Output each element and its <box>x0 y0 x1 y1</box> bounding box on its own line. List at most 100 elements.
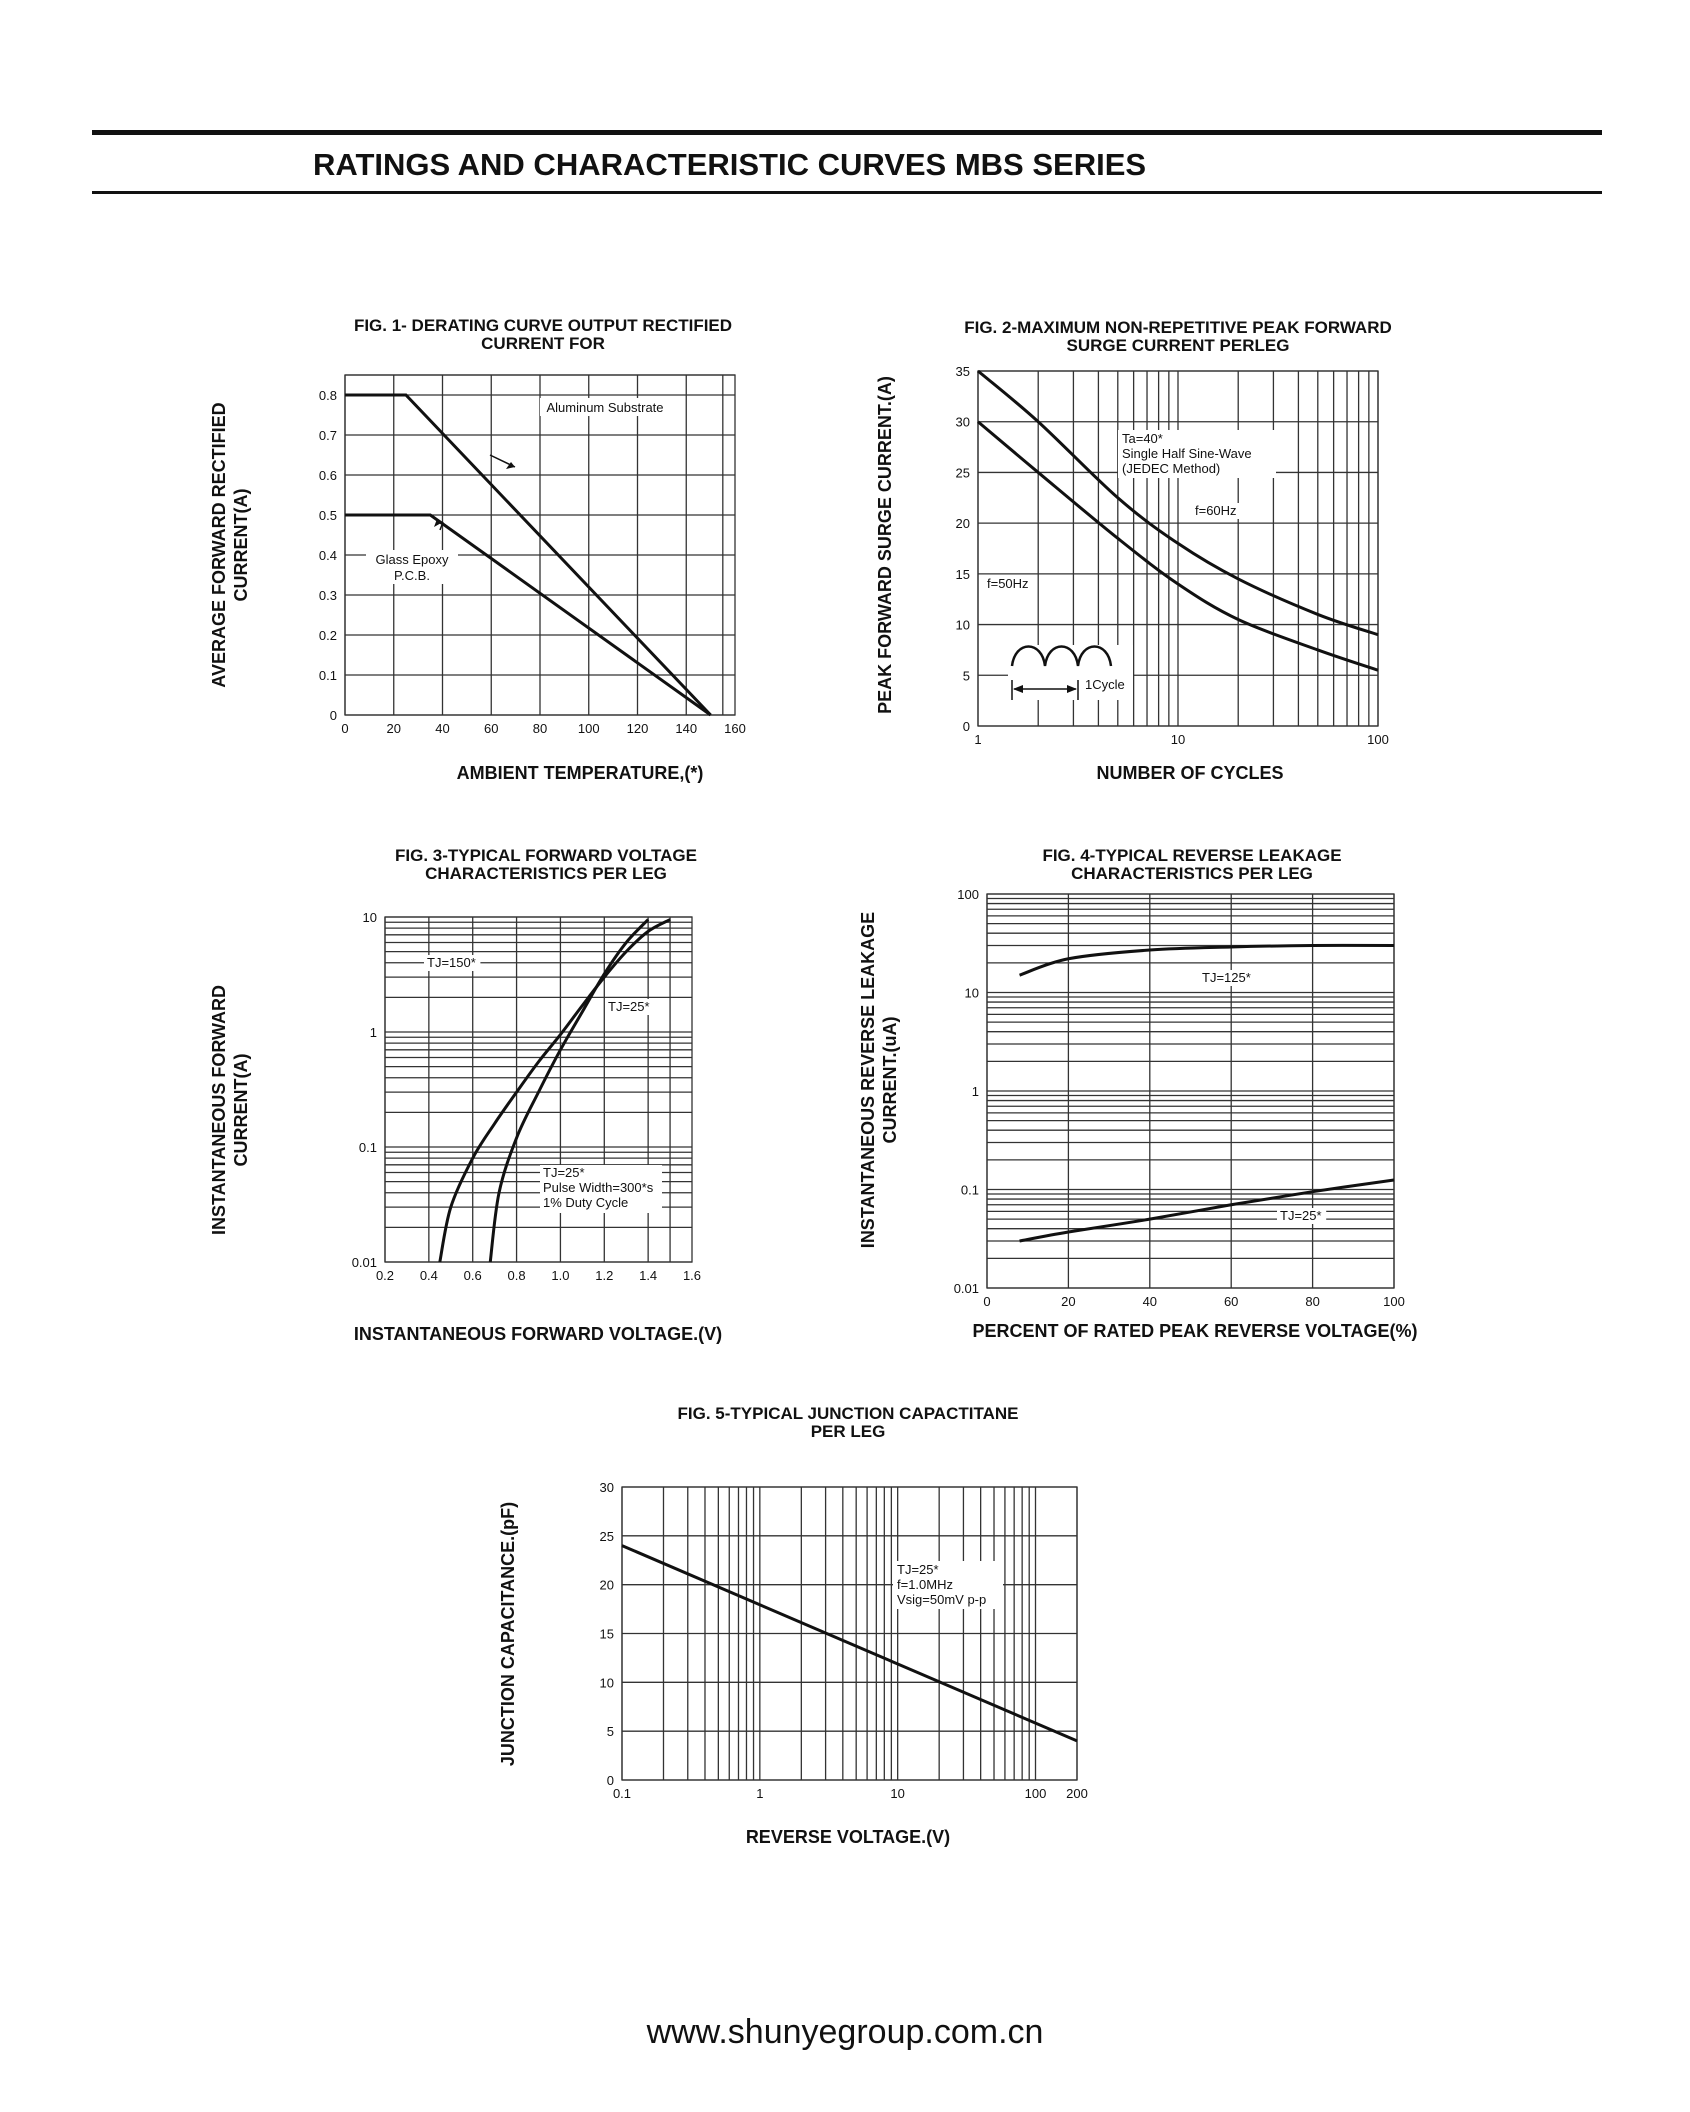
fig1-arrow-head <box>506 462 515 469</box>
fig2-y-tick-label: 10 <box>956 618 970 633</box>
fig3-x-tick-label: 0.6 <box>464 1268 482 1283</box>
fig2-series-label: f=60Hz <box>1195 503 1237 518</box>
fig4-series-line-1 <box>1019 1178 1395 1243</box>
fig3-series-line-0 <box>438 918 671 1263</box>
fig4-y-axis-label: INSTANTANEOUS REVERSE LEAKAGE <box>858 912 878 1248</box>
fig3-y-tick-label: 10 <box>363 910 377 925</box>
fig2-cycle-arrow-head <box>1013 685 1023 693</box>
fig2-sine-wave <box>1010 645 1113 667</box>
fig1-series-label: Aluminum Substrate <box>546 400 663 415</box>
fig5-annotation: Vsig=50mV p-p <box>897 1592 986 1607</box>
fig1-x-tick-label: 20 <box>387 721 401 736</box>
fig2-annotation-bg <box>1118 430 1276 478</box>
fig1-arrow-line <box>439 521 444 531</box>
fig2-series-label-bg <box>984 576 1034 592</box>
top-rule-thin <box>92 191 1602 194</box>
fig4-series-label-bg <box>1199 970 1256 986</box>
fig2-annotation: Single Half Sine-Wave <box>1122 446 1252 461</box>
fig5-annotation: TJ=25* <box>897 1562 939 1577</box>
fig4-x-tick-label: 40 <box>1143 1294 1157 1309</box>
fig4-series-label-bg <box>1277 1208 1327 1224</box>
fig3-series-label-bg <box>424 955 481 971</box>
fig3-title-line: CHARACTERISTICS PER LEG <box>425 864 667 883</box>
fig2-annotation: Ta=40* <box>1122 431 1163 446</box>
fig1-x-axis-label: AMBIENT TEMPERATURE,(*) <box>457 763 704 783</box>
fig3-annotation: 1% Duty Cycle <box>543 1195 628 1210</box>
fig3-series-label: TJ=150* <box>427 955 476 970</box>
fig1-x-tick-label: 40 <box>435 721 449 736</box>
fig5-x-axis-label: REVERSE VOLTAGE.(V) <box>746 1827 950 1847</box>
fig4-title-line: FIG. 4-TYPICAL REVERSE LEAKAGE <box>1042 846 1341 865</box>
fig5-y-tick-label: 25 <box>600 1529 614 1544</box>
fig2-annotation: 1Cycle <box>1085 677 1125 692</box>
fig1-y-axis-label: AVERAGE FORWARD RECTIFIED <box>209 402 229 687</box>
fig1-title-line: CURRENT FOR <box>481 334 605 353</box>
fig3-x-tick-label: 0.8 <box>508 1268 526 1283</box>
fig2-y-tick-label: 0 <box>963 719 970 734</box>
fig1-y-axis-label: CURRENT(A) <box>231 489 251 602</box>
fig1-y-tick-label: 0.4 <box>319 548 337 563</box>
fig1-y-tick-label: 0.7 <box>319 428 337 443</box>
fig1-y-tick-label: 0.8 <box>319 388 337 403</box>
fig1-y-tick-label: 0.2 <box>319 628 337 643</box>
fig2-series-line-1 <box>977 420 1379 672</box>
fig5-y-axis-label: JUNCTION CAPACITANCE.(pF) <box>498 1502 518 1766</box>
fig4-title-line: CHARACTERISTICS PER LEG <box>1071 864 1313 883</box>
fig4-x-tick-label: 60 <box>1224 1294 1238 1309</box>
fig1-x-tick-label: 80 <box>533 721 547 736</box>
fig1-x-tick-label: 160 <box>724 721 746 736</box>
fig5-x-tick-label: 1 <box>756 1786 763 1801</box>
fig4-x-tick-label: 80 <box>1305 1294 1319 1309</box>
fig5-annotation-bg <box>893 1561 1003 1609</box>
fig4-y-tick-label: 10 <box>965 986 979 1001</box>
fig2-plot-frame <box>977 370 1379 727</box>
fig5-y-tick-label: 15 <box>600 1627 614 1642</box>
fig1-y-tick-label: 0.1 <box>319 668 337 683</box>
fig1-x-tick-label: 60 <box>484 721 498 736</box>
top-rule-thick <box>92 130 1602 135</box>
fig2-title-line: SURGE CURRENT PERLEG <box>1067 336 1290 355</box>
fig2-x-tick-label: 100 <box>1367 732 1389 747</box>
fig4-y-tick-label: 1 <box>972 1084 979 1099</box>
fig5-plot-frame <box>621 1486 1078 1781</box>
fig2-cycle-arrow-head <box>1067 685 1077 693</box>
fig3-series-line-1 <box>488 918 650 1263</box>
fig4-y-axis-label: CURRENT.(uA) <box>880 1017 900 1144</box>
fig2-y-axis-label: PEAK FORWARD SURGE CURRENT.(A) <box>875 376 895 714</box>
fig3-y-tick-label: 0.01 <box>352 1255 377 1270</box>
fig4-series-label: TJ=25* <box>1280 1208 1322 1223</box>
fig4-y-tick-label: 0.01 <box>954 1281 979 1296</box>
fig5-y-tick-label: 5 <box>607 1724 614 1739</box>
fig2-title-line: FIG. 2-MAXIMUM NON-REPETITIVE PEAK FORWA… <box>964 318 1392 337</box>
fig2-y-tick-label: 15 <box>956 567 970 582</box>
fig3-y-axis-label: CURRENT(A) <box>231 1054 251 1167</box>
fig5-y-tick-label: 10 <box>600 1675 614 1690</box>
fig5-annotation: f=1.0MHz <box>897 1577 953 1592</box>
fig4-series-line-0 <box>1019 943 1395 977</box>
fig3-y-tick-label: 0.1 <box>359 1140 377 1155</box>
fig2-y-tick-label: 30 <box>956 415 970 430</box>
fig3-series-label: TJ=25* <box>608 999 650 1014</box>
fig5-x-tick-label: 100 <box>1025 1786 1047 1801</box>
fig3-annotation: Pulse Width=300*s <box>543 1180 654 1195</box>
fig3-x-tick-label: 0.2 <box>376 1268 394 1283</box>
fig2-annotation: (JEDEC Method) <box>1122 461 1220 476</box>
fig2-series-label: f=50Hz <box>987 576 1029 591</box>
fig2-series-label-bg <box>1192 503 1242 519</box>
fig4-series-label: TJ=125* <box>1202 970 1251 985</box>
fig1-x-tick-label: 100 <box>578 721 600 736</box>
fig5-series-line-0 <box>621 1544 1078 1743</box>
fig4-x-axis-label: PERCENT OF RATED PEAK REVERSE VOLTAGE(%) <box>972 1321 1417 1341</box>
fig3-plot-frame <box>384 916 693 1263</box>
fig1-x-tick-label: 0 <box>341 721 348 736</box>
fig5-x-tick-label: 200 <box>1066 1786 1088 1801</box>
fig5-y-tick-label: 30 <box>600 1480 614 1495</box>
fig3-x-tick-label: 1.6 <box>683 1268 701 1283</box>
footer-url: www.shunyegroup.com.cn <box>646 2013 1044 2051</box>
fig4-x-tick-label: 0 <box>983 1294 990 1309</box>
fig2-x-tick-label: 1 <box>974 732 981 747</box>
fig1-series-label: Glass Epoxy <box>376 552 449 567</box>
